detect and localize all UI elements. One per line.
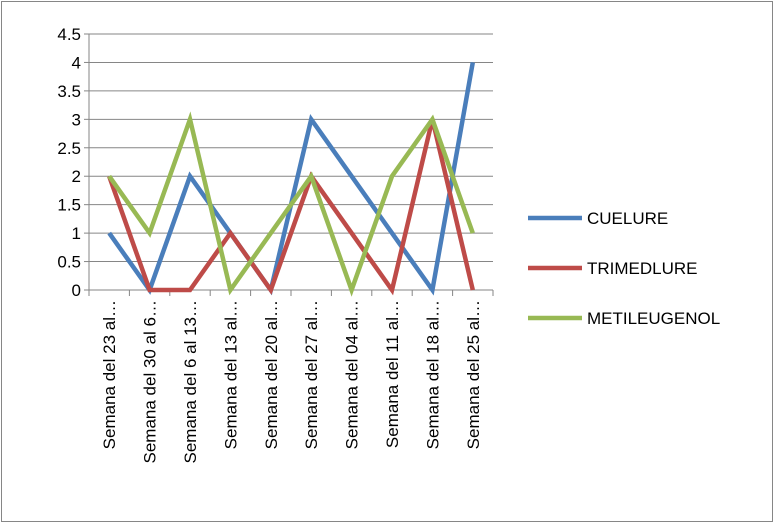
legend: CUELURE TRIMEDLURE METILEUGENOL [528,209,720,328]
x-tick-label: Semana del 23 al… [100,300,119,449]
x-tick-label: Semana del 11 al… [383,300,402,448]
y-tick-label: 3 [72,110,81,129]
x-tick-labels: Semana del 23 al… Semana del 30 al 6… Sema… [100,300,483,464]
gridlines [89,33,493,263]
x-tick-label: Semana del 18 al… [423,300,442,449]
y-tick-label: 0 [72,281,81,300]
legend-label: TRIMEDLURE [587,259,698,278]
y-tick-label: 3.5 [57,82,81,101]
y-tick-label: 0.5 [57,253,81,272]
series-lines [107,62,476,297]
x-tick-label: Semana del 25 al… [464,300,483,449]
y-tick-label: 2 [72,167,81,186]
y-tick-label: 2.5 [57,139,81,158]
x-tick-label: Semana del 6 al 13… [181,300,200,464]
legend-label: METILEUGENOL [587,309,720,328]
series-line-trimedlure [107,118,475,296]
y-tick-label: 1 [72,224,81,243]
series-line-metileugenol [107,111,475,297]
y-tick-label: 1.5 [57,196,81,215]
axes [84,33,494,296]
y-tick-label: 4 [72,53,81,72]
y-tick-labels: 0 0.5 1 1.5 2 2.5 3 3.5 4 4.5 [57,25,81,300]
x-tick-label: Semana del 20 al… [262,300,281,449]
x-tick-label: Semana del 27 al… [302,300,321,449]
x-tick-label: Semana del 04 al… [343,300,362,449]
x-tick-label: Semana del 13 al… [221,300,240,449]
y-tick-label: 4.5 [57,25,81,44]
x-tick-label: Semana del 30 al 6… [141,300,160,464]
legend-label: CUELURE [587,209,668,228]
